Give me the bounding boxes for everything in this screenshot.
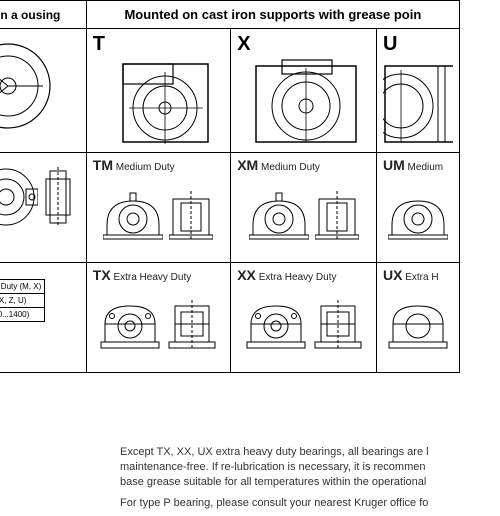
- code-ux: UX: [383, 267, 402, 283]
- row-heavy: Bearing Duty (M, X) e (C, T, X, Z, U) 35…: [0, 263, 460, 373]
- letter-row: T X: [0, 29, 460, 153]
- pillow-block-side-icon: [169, 185, 213, 241]
- footer-p4: For type P bearing, please consult your …: [120, 496, 500, 511]
- duty-tm: Medium Duty: [116, 162, 175, 173]
- heavy-block-front-icon: [99, 294, 161, 352]
- bearing-front-icon: [0, 165, 38, 229]
- fan-diagram-u: [383, 58, 453, 146]
- fan-diagram-t: [103, 58, 213, 146]
- header-left-text: d in a ousing: [0, 8, 60, 22]
- col-letter-u: U: [383, 33, 397, 55]
- cell-t-top: T: [86, 29, 230, 153]
- fan-diagram-x: [244, 58, 364, 146]
- duty-ux: Extra H: [405, 272, 438, 283]
- spec-r2: e (C, T, X, Z, U): [0, 294, 45, 308]
- pillow-block-side-icon: [315, 185, 359, 241]
- col-letter-t: T: [93, 33, 105, 55]
- label-xm: XM Medium Duty: [237, 157, 370, 173]
- cell-left-medium: [0, 153, 86, 263]
- bearing-side-icon: [44, 165, 72, 229]
- header-row: d in a ousing Mounted on cast iron suppo…: [0, 1, 460, 29]
- code-tm: TM: [93, 157, 113, 173]
- cell-tx: TX Extra Heavy Duty: [86, 263, 230, 373]
- heavy-block-front-icon: [245, 294, 307, 352]
- spec-mini-table: Bearing Duty (M, X) e (C, T, X, Z, U) 35…: [0, 279, 45, 322]
- col-letter-x: X: [237, 33, 250, 55]
- cell-ux: UX Extra H: [376, 263, 459, 373]
- duty-um: Medium: [408, 162, 444, 173]
- heavy-block-front-icon: [387, 294, 449, 352]
- cell-left-heavy: Bearing Duty (M, X) e (C, T, X, Z, U) 35…: [0, 263, 86, 373]
- duty-xx: Extra Heavy Duty: [259, 272, 337, 283]
- footer-p2: maintenance-free. If re-lubrication is n…: [120, 461, 425, 473]
- label-tm: TM Medium Duty: [93, 157, 224, 173]
- code-xx: XX: [237, 267, 256, 283]
- code-tx: TX: [93, 267, 111, 283]
- cell-xm: XM Medium Duty: [231, 153, 377, 263]
- cell-x-top: X: [231, 29, 377, 153]
- header-right: Mounted on cast iron supports with greas…: [86, 1, 459, 29]
- pillow-block-front-icon: [388, 185, 448, 241]
- footer-p3: base grease suitable for all temperature…: [120, 476, 426, 488]
- footer-text: Except TX, XX, UX extra heavy duty beari…: [120, 445, 500, 516]
- spec-r3: 355, 400...1400): [0, 308, 45, 322]
- header-left: d in a ousing: [0, 1, 86, 29]
- pillow-block-front-icon: [103, 185, 163, 241]
- row-medium: TM Medium Duty: [0, 153, 460, 263]
- label-tx: TX Extra Heavy Duty: [93, 267, 224, 283]
- bearing-table: d in a ousing Mounted on cast iron suppo…: [0, 0, 460, 373]
- label-xx: XX Extra Heavy Duty: [237, 267, 370, 283]
- heavy-block-side-icon: [313, 294, 363, 352]
- label-ux: UX Extra H: [383, 267, 453, 283]
- header-right-text: Mounted on cast iron supports with greas…: [124, 7, 421, 22]
- cell-um: UM Medium: [376, 153, 459, 263]
- fan-diagram-left: [0, 36, 73, 131]
- duty-xm: Medium Duty: [261, 162, 320, 173]
- duty-tx: Extra Heavy Duty: [113, 272, 191, 283]
- code-xm: XM: [237, 157, 258, 173]
- code-um: UM: [383, 157, 405, 173]
- cell-xx: XX Extra Heavy Duty: [231, 263, 377, 373]
- pillow-block-front-icon: [249, 185, 309, 241]
- cell-tm: TM Medium Duty: [86, 153, 230, 263]
- cell-left-top: [0, 29, 86, 153]
- label-um: UM Medium: [383, 157, 453, 173]
- spec-r1: Bearing Duty (M, X): [0, 280, 45, 294]
- footer-p1: Except TX, XX, UX extra heavy duty beari…: [120, 446, 429, 458]
- heavy-block-side-icon: [167, 294, 217, 352]
- cell-u-top: U: [376, 29, 459, 153]
